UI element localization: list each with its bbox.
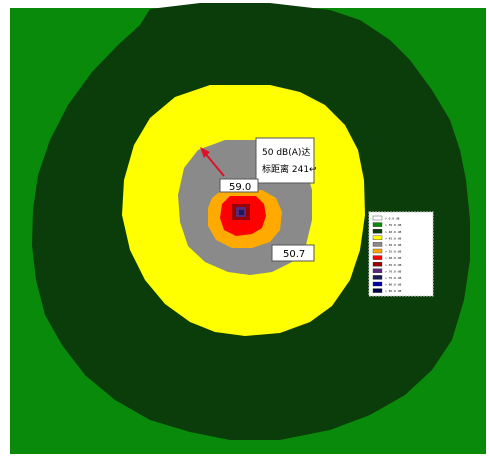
navy-core bbox=[239, 210, 244, 215]
legend-label: > 45.0 dB bbox=[385, 236, 401, 240]
legend-swatch bbox=[372, 235, 383, 241]
legend-swatch bbox=[372, 255, 383, 260]
legend-swatch bbox=[372, 268, 383, 273]
legend-label: > 50.0 dB bbox=[385, 243, 401, 247]
legend-label: > 75.0 dB bbox=[385, 276, 401, 280]
legend-label: > 35.0 dB bbox=[385, 223, 401, 227]
legend-swatch bbox=[372, 288, 383, 293]
legend-label: > 85.0 dB bbox=[385, 289, 401, 293]
legend-label: > 70.0 dB bbox=[385, 269, 401, 273]
callout-line-2: 标距离 241↩ bbox=[262, 163, 317, 175]
legend-swatch bbox=[372, 281, 383, 287]
legend-label: > 55.0 dB bbox=[385, 250, 401, 254]
arrowhead-icon bbox=[200, 147, 210, 158]
center-value-label: 59.0 bbox=[219, 178, 259, 193]
legend-swatch bbox=[372, 222, 383, 227]
legend-swatch bbox=[372, 228, 383, 234]
legend-label: > 40.0 dB bbox=[385, 230, 401, 234]
legend-swatch bbox=[372, 242, 383, 247]
legend-swatch bbox=[372, 215, 383, 221]
legend-label: > 0.0 dB bbox=[385, 217, 400, 221]
gray-value-text: 50.7 bbox=[283, 249, 305, 260]
legend-label: > 65.0 dB bbox=[385, 263, 401, 267]
legend-label: > 60.0 dB bbox=[385, 256, 401, 260]
legend-label: > 80.0 dB bbox=[385, 283, 401, 287]
distance-arrow bbox=[203, 151, 225, 177]
legend-swatch bbox=[372, 275, 383, 280]
legend: > 0.0 dB > 35.0 dB > 40.0 dB > 45.0 dB > 50.… bbox=[368, 211, 434, 297]
center-value-text: 59.0 bbox=[229, 182, 251, 193]
legend-swatch bbox=[372, 248, 383, 254]
gray-value-label: 50.7 bbox=[271, 244, 315, 262]
legend-swatch bbox=[372, 262, 383, 267]
callout-line-1: 50 dB(A)达 bbox=[262, 146, 310, 158]
distance-callout: 50 dB(A)达 标距离 241↩ bbox=[255, 137, 317, 184]
